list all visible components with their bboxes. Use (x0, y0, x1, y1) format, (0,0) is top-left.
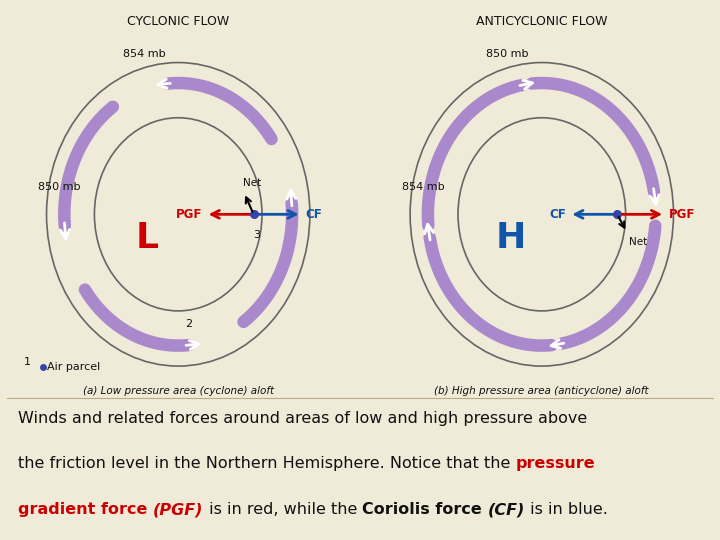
Text: Winds and related forces around areas of low and high pressure above: Winds and related forces around areas of… (18, 411, 588, 426)
Text: the friction level in the Northern Hemisphere. Notice that the: the friction level in the Northern Hemis… (18, 456, 516, 471)
Text: PGF: PGF (176, 208, 202, 221)
Text: 854 mb: 854 mb (122, 49, 166, 59)
Text: H: H (496, 221, 526, 255)
Text: 1: 1 (24, 357, 31, 367)
Text: 850 mb: 850 mb (486, 49, 529, 59)
Text: (PGF): (PGF) (153, 502, 204, 517)
Text: (b) High pressure area (anticyclone) aloft: (b) High pressure area (anticyclone) alo… (434, 386, 649, 396)
Text: pressure: pressure (516, 456, 595, 471)
Text: ANTICYCLONIC FLOW: ANTICYCLONIC FLOW (476, 15, 608, 28)
Text: gradient force: gradient force (18, 502, 153, 517)
Text: is in blue.: is in blue. (525, 502, 608, 517)
Text: (a) Low pressure area (cyclone) aloft: (a) Low pressure area (cyclone) aloft (83, 386, 274, 396)
Text: CF: CF (305, 208, 322, 221)
Text: PGF: PGF (668, 208, 695, 221)
Text: CF: CF (549, 208, 566, 221)
Text: L: L (136, 221, 159, 255)
Text: 854 mb: 854 mb (402, 182, 444, 192)
Text: (CF): (CF) (487, 502, 525, 517)
Text: Coriolis force: Coriolis force (362, 502, 487, 517)
Text: Net: Net (243, 178, 261, 187)
Text: 3: 3 (253, 230, 261, 240)
Text: 2: 2 (185, 319, 192, 329)
Text: Net: Net (629, 237, 647, 247)
Text: CYCLONIC FLOW: CYCLONIC FLOW (127, 15, 230, 28)
Text: Air parcel: Air parcel (47, 362, 100, 372)
Text: 850 mb: 850 mb (38, 182, 81, 192)
Text: is in red, while the: is in red, while the (204, 502, 362, 517)
